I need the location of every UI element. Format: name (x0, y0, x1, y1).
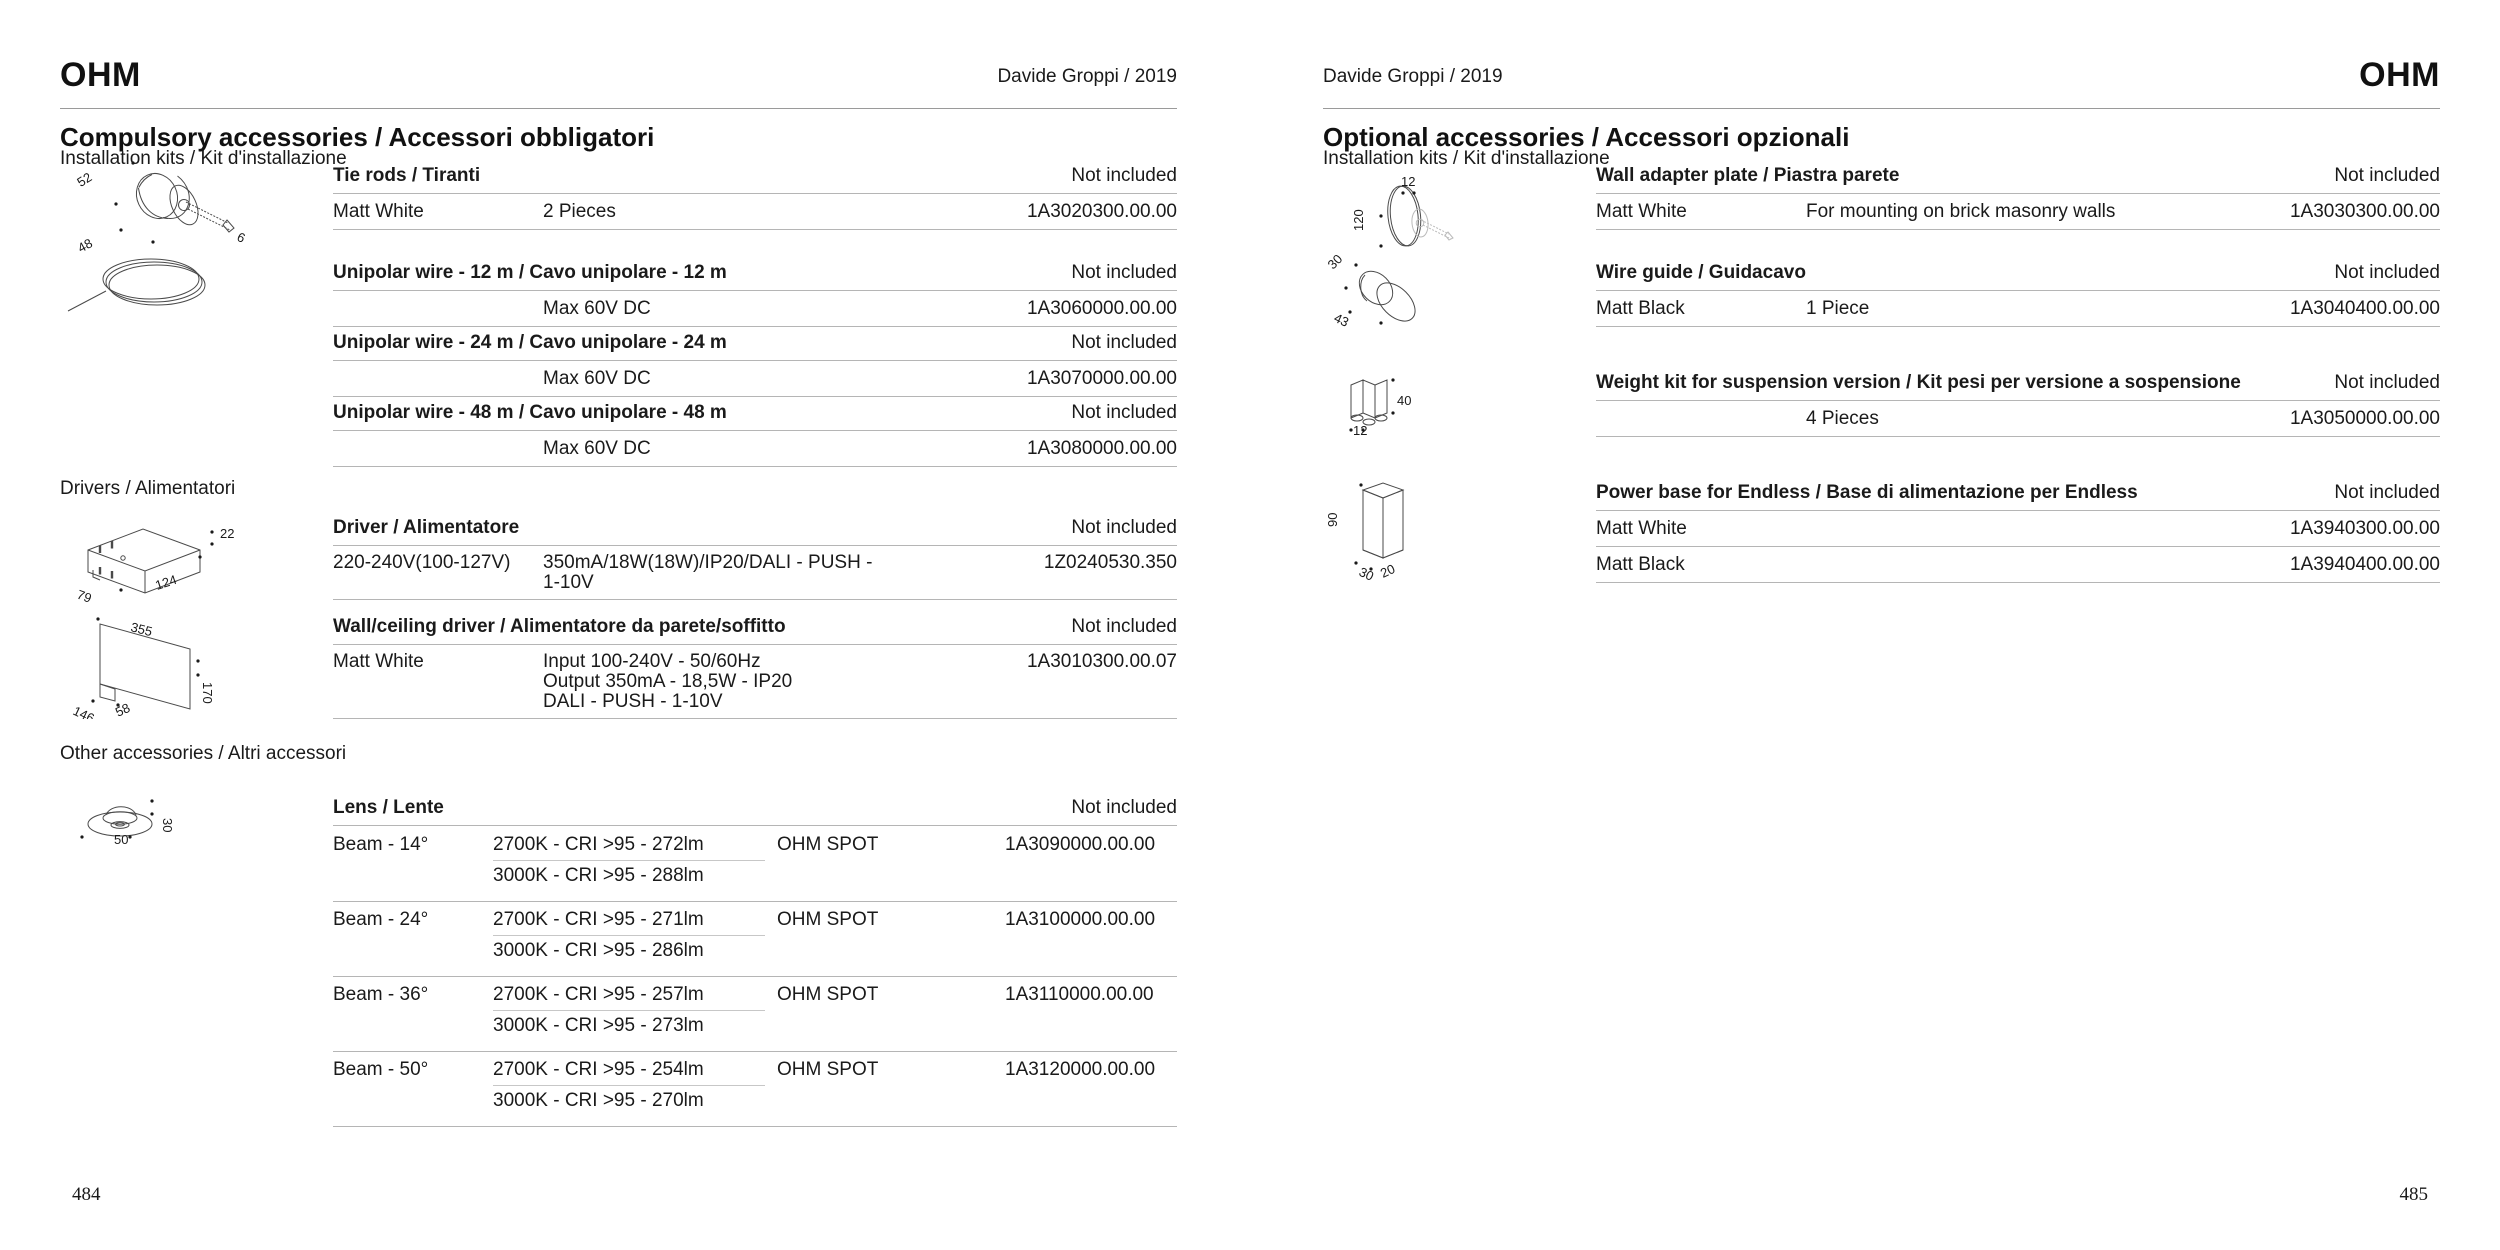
svg-text:20: 20 (1378, 561, 1397, 581)
svg-text:120: 120 (1351, 209, 1366, 231)
svg-text:40: 40 (1397, 393, 1411, 408)
svg-text:12: 12 (1401, 174, 1415, 189)
svg-text:30: 30 (1357, 564, 1376, 584)
svg-text:6: 6 (235, 229, 248, 246)
svg-text:43: 43 (1332, 310, 1351, 330)
svg-text:355: 355 (129, 619, 154, 639)
svg-text:79: 79 (75, 587, 94, 605)
svg-text:170: 170 (200, 682, 215, 704)
svg-text:30: 30 (1325, 255, 1346, 272)
svg-text:52: 52 (74, 169, 94, 189)
svg-text:146: 146 (71, 703, 97, 719)
svg-text:124: 124 (153, 572, 178, 593)
svg-text:22: 22 (220, 526, 234, 541)
svg-text:58: 58 (113, 700, 132, 719)
svg-text:12: 12 (1353, 423, 1367, 438)
svg-text:90: 90 (1325, 513, 1340, 527)
svg-text:30: 30 (160, 818, 175, 832)
svg-text:48: 48 (75, 235, 95, 253)
svg-text:50: 50 (114, 832, 128, 847)
